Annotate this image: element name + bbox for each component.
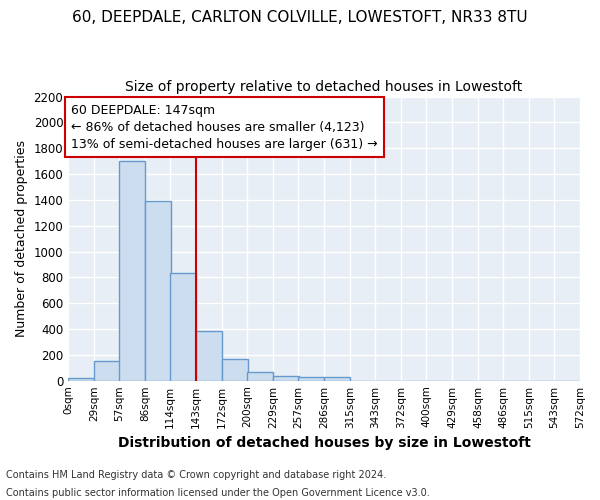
Text: 60, DEEPDALE, CARLTON COLVILLE, LOWESTOFT, NR33 8TU: 60, DEEPDALE, CARLTON COLVILLE, LOWESTOF…: [72, 10, 528, 25]
Text: 60 DEEPDALE: 147sqm
← 86% of detached houses are smaller (4,123)
13% of semi-det: 60 DEEPDALE: 147sqm ← 86% of detached ho…: [71, 104, 377, 150]
Bar: [119, 161, 145, 380]
Bar: [68, 378, 94, 380]
Text: Contains public sector information licensed under the Open Government Licence v3: Contains public sector information licen…: [6, 488, 430, 498]
Text: Contains HM Land Registry data © Crown copyright and database right 2024.: Contains HM Land Registry data © Crown c…: [6, 470, 386, 480]
X-axis label: Distribution of detached houses by size in Lowestoft: Distribution of detached houses by size …: [118, 436, 530, 450]
Y-axis label: Number of detached properties: Number of detached properties: [15, 140, 28, 337]
Bar: [247, 372, 273, 380]
Bar: [94, 360, 120, 380]
Bar: [324, 377, 350, 380]
Bar: [222, 360, 248, 380]
Bar: [170, 273, 196, 380]
Bar: [273, 376, 299, 380]
Bar: [145, 201, 171, 380]
Bar: [196, 331, 222, 380]
Title: Size of property relative to detached houses in Lowestoft: Size of property relative to detached ho…: [125, 80, 523, 94]
Bar: [298, 377, 324, 380]
